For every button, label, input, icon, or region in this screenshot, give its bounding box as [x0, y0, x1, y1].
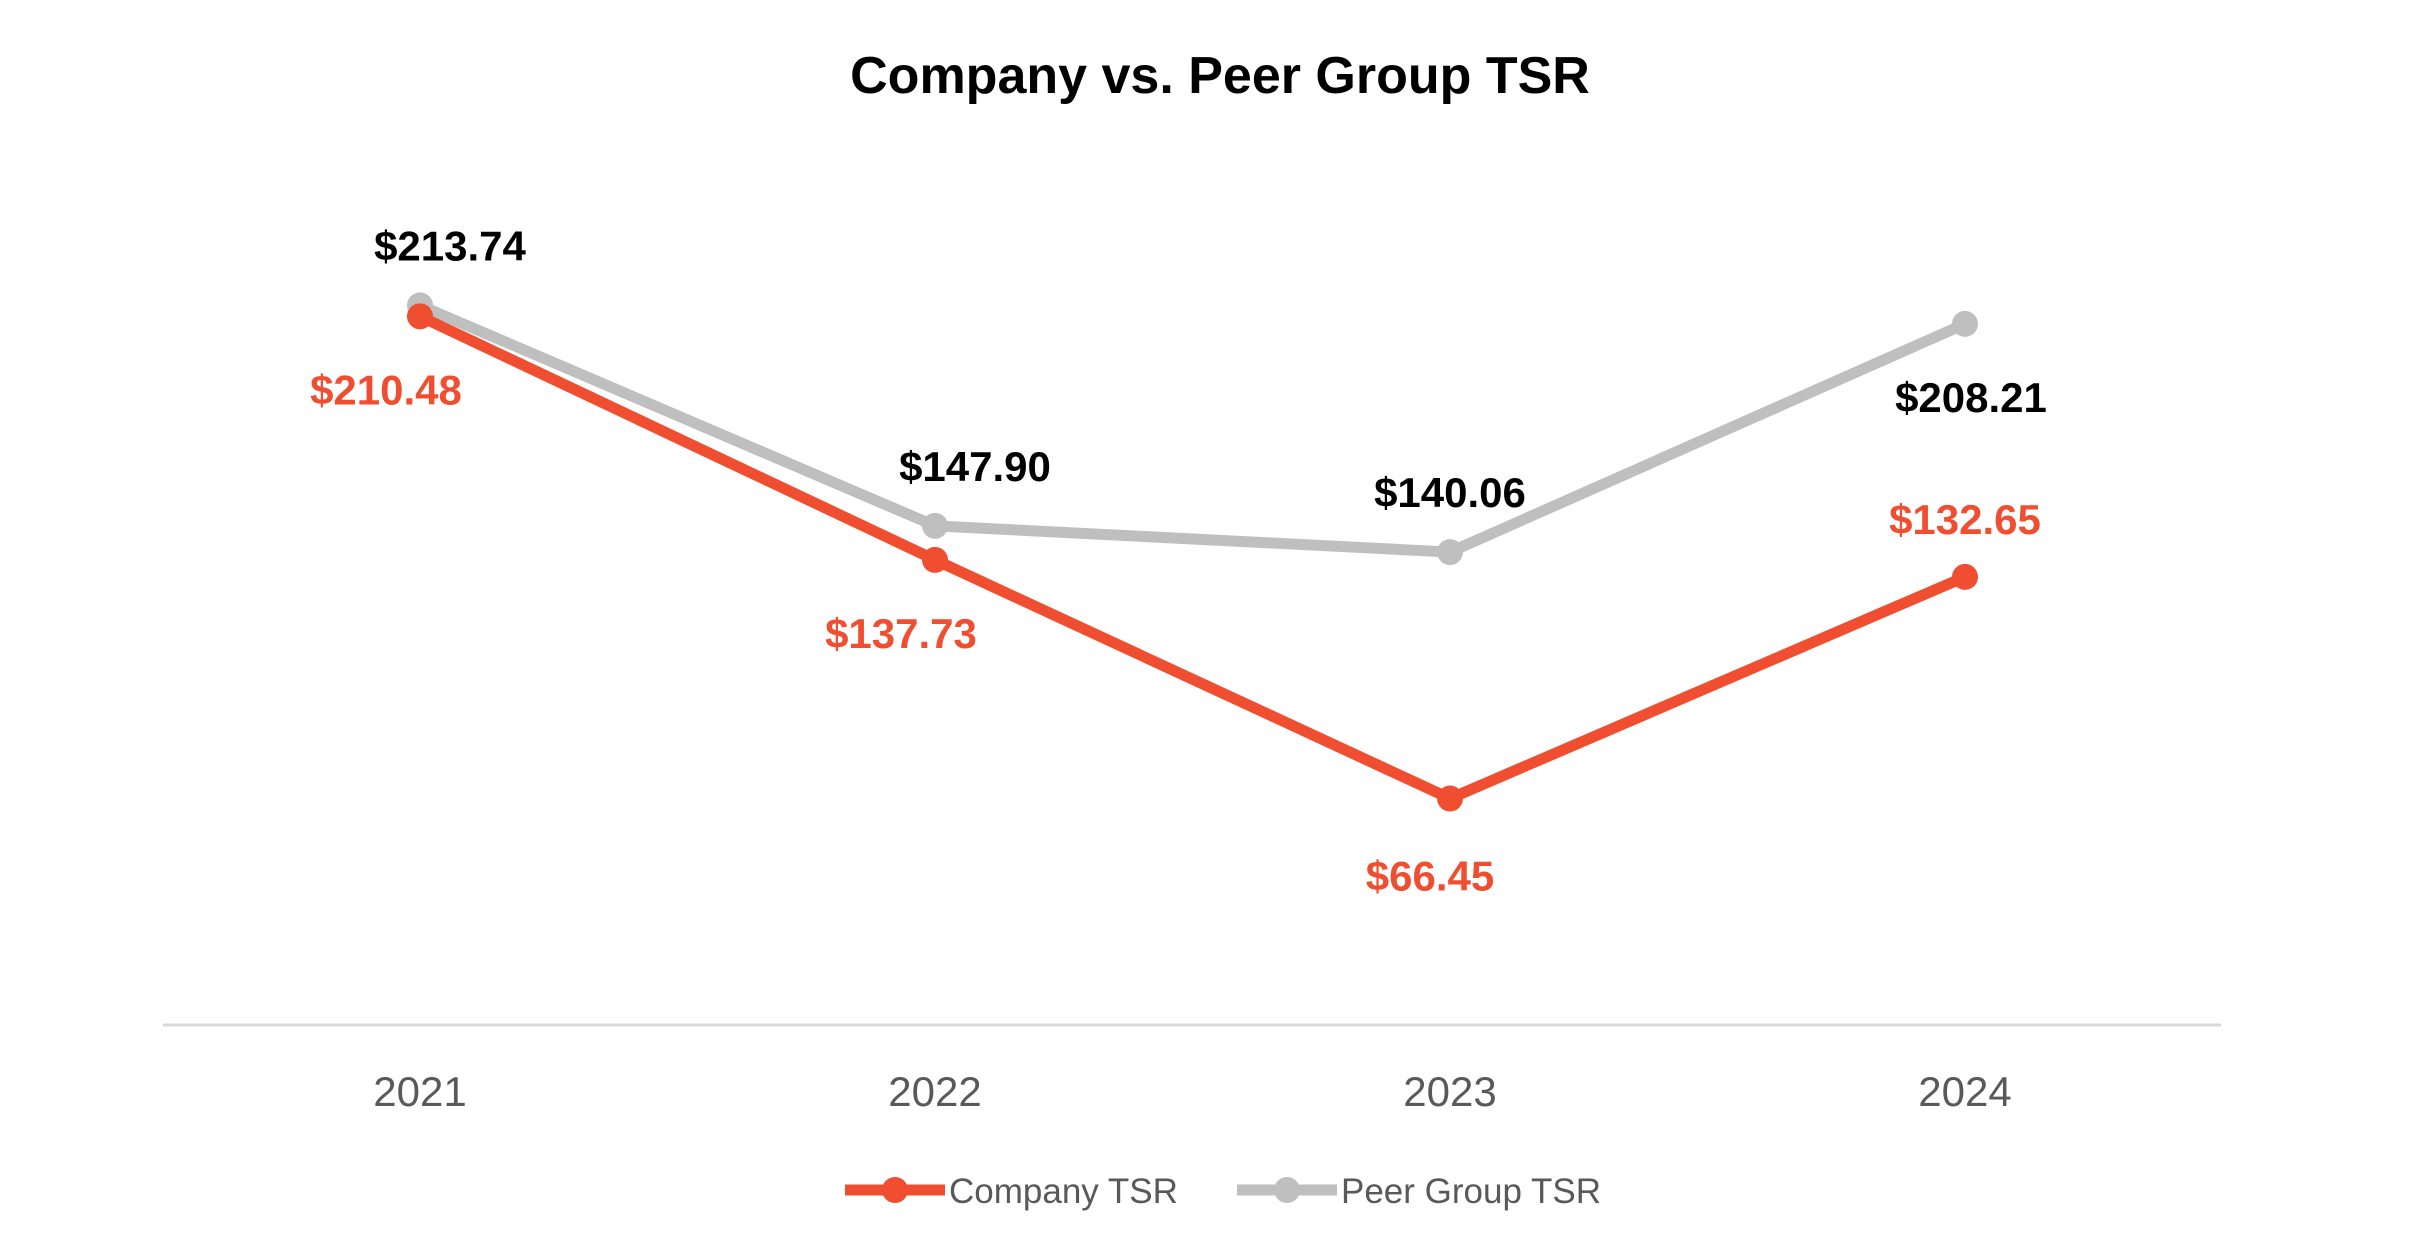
data-point [1437, 785, 1463, 812]
legend-label: Peer Group TSR [1341, 1172, 1601, 1211]
data-label: $213.74 [374, 222, 526, 269]
x-tick-label: 2022 [888, 1068, 981, 1115]
data-label: $132.65 [1889, 496, 2041, 543]
legend-label: Company TSR [949, 1172, 1178, 1211]
data-label: $147.90 [899, 443, 1051, 490]
data-label: $208.21 [1895, 374, 2047, 421]
data-point [1952, 310, 1978, 337]
legend: Company TSR Peer Group TSR [845, 1172, 1601, 1211]
data-label: $140.06 [1374, 469, 1526, 516]
data-point [1952, 563, 1978, 590]
data-label: $210.48 [310, 366, 462, 413]
data-label: $66.45 [1366, 853, 1494, 900]
data-point [922, 512, 948, 539]
x-tick-label: 2024 [1918, 1068, 2011, 1115]
series-line-0 [417, 311, 1968, 805]
data-label: $137.73 [825, 610, 977, 657]
x-tick-label: 2023 [1403, 1068, 1496, 1115]
legend-marker [1274, 1177, 1300, 1203]
data-point [922, 546, 948, 573]
legend-marker [882, 1177, 908, 1203]
x-tick-label: 2021 [373, 1068, 466, 1115]
data-point [1437, 539, 1463, 566]
chart-title: Company vs. Peer Group TSR [850, 47, 1590, 105]
data-point [407, 303, 433, 330]
series-line-1 [417, 300, 1968, 558]
